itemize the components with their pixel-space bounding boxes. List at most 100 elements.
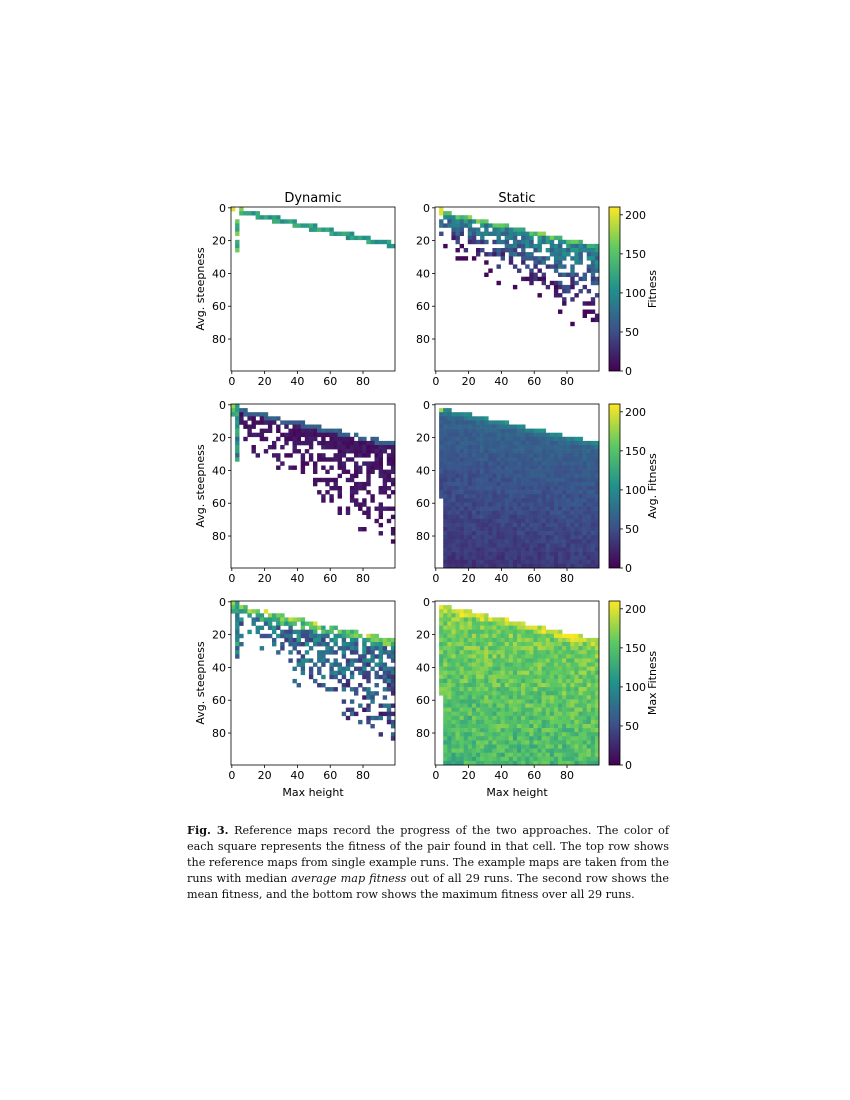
heatmap-cell: [508, 494, 514, 499]
heatmap-cell: [521, 699, 526, 704]
heatmap-cell: [459, 559, 464, 565]
heatmap-cell: [463, 522, 469, 528]
heatmap-cell: [358, 486, 363, 491]
heatmap-cell: [549, 695, 555, 700]
heatmap-cell: [570, 440, 575, 446]
heatmap-cell: [443, 605, 448, 610]
heatmap-cell: [517, 268, 522, 273]
heatmap-cell: [484, 506, 489, 511]
heatmap-cell: [321, 440, 326, 446]
heatmap-cell: [590, 502, 596, 507]
heatmap-cell: [447, 670, 452, 676]
heatmap-cell: [566, 243, 571, 249]
heatmap-cell: [545, 486, 551, 491]
heatmap-cell: [574, 527, 579, 532]
y-tick-label: 80: [212, 727, 226, 740]
heatmap-cell: [586, 440, 592, 446]
heatmap-cell: [488, 469, 493, 474]
heatmap-cell: [586, 506, 592, 511]
heatmap-cell: [549, 744, 555, 749]
heatmap-cell: [366, 235, 371, 241]
heatmap-cell: [533, 440, 538, 446]
heatmap-cell: [541, 428, 546, 433]
heatmap-cell: [590, 728, 596, 733]
heatmap-cell: [521, 642, 526, 647]
heatmap-cell: [455, 699, 460, 704]
heatmap-cell: [471, 506, 477, 511]
heatmap-cell: [325, 457, 330, 462]
heatmap-cell: [471, 654, 477, 659]
heatmap-cell: [354, 432, 359, 438]
heatmap-cell: [308, 436, 314, 442]
heatmap-cell: [304, 223, 310, 228]
heatmap-cell: [504, 514, 510, 520]
heatmap-cell: [529, 436, 534, 442]
heatmap-cell: [566, 518, 571, 524]
heatmap-cell: [508, 473, 514, 479]
heatmap-cell: [488, 502, 493, 507]
heatmap-cell: [333, 477, 338, 483]
heatmap-cell: [390, 711, 396, 717]
heatmap-cell: [467, 490, 473, 495]
heatmap-cell: [349, 494, 355, 499]
heatmap-cell: [471, 469, 477, 474]
heatmap-cell: [443, 719, 448, 725]
heatmap-cell: [586, 703, 592, 708]
heatmap-cell: [467, 219, 473, 224]
heatmap-cell: [476, 740, 481, 745]
heatmap-cell: [455, 490, 460, 495]
heatmap-cell: [562, 658, 567, 663]
heatmap-cell: [549, 555, 555, 561]
heatmap-cell: [467, 440, 473, 446]
heatmap-cell: [480, 486, 485, 491]
heatmap-cell: [574, 678, 579, 684]
heatmap-cell: [317, 654, 322, 659]
heatmap-cell: [443, 543, 448, 548]
heatmap-cell: [455, 719, 460, 725]
heatmap-cell: [467, 666, 473, 671]
heatmap-cell: [451, 412, 456, 417]
heatmap-cell: [492, 683, 497, 688]
heatmap-cell: [467, 481, 473, 487]
heatmap-cell: [370, 498, 375, 503]
heatmap-cell: [341, 461, 347, 466]
heatmap-cell: [508, 642, 514, 647]
heatmap-cell: [537, 703, 542, 708]
heatmap-cell: [541, 683, 546, 688]
heatmap-cell: [471, 428, 477, 433]
heatmap-cell: [512, 518, 518, 524]
heatmap-cell: [525, 724, 530, 729]
heatmap-cell: [521, 752, 526, 758]
heatmap-cell: [570, 535, 575, 540]
heatmap-cell: [533, 453, 538, 458]
heatmap-cell: [492, 469, 497, 474]
heatmap-cell: [329, 428, 334, 433]
heatmap-cell: [459, 642, 464, 647]
heatmap-cell: [582, 563, 587, 569]
heatmap-cell: [284, 219, 289, 224]
heatmap-cell: [345, 683, 351, 688]
heatmap-cell: [447, 440, 452, 446]
heatmap-cell: [480, 748, 485, 753]
heatmap-cell: [300, 658, 306, 663]
heatmap-cell: [517, 687, 522, 692]
heatmap-cell: [521, 559, 526, 565]
heatmap-cell: [590, 654, 596, 659]
heatmap-cell: [553, 707, 559, 712]
heatmap-cell: [496, 646, 501, 651]
heatmap-cell: [525, 695, 530, 700]
heatmap-cell: [480, 535, 485, 540]
heatmap-cell: [480, 239, 485, 245]
heatmap-cell: [480, 724, 485, 729]
heatmap-cell: [570, 740, 575, 745]
heatmap-cell: [562, 252, 567, 257]
heatmap-cell: [476, 531, 481, 536]
heatmap-cell: [496, 469, 501, 474]
heatmap-cell: [496, 543, 501, 548]
heatmap-cell: [512, 728, 518, 733]
heatmap-cell: [578, 670, 583, 676]
heatmap-cell: [570, 522, 575, 528]
heatmap-cell: [471, 736, 477, 741]
heatmap-cell: [537, 268, 542, 273]
